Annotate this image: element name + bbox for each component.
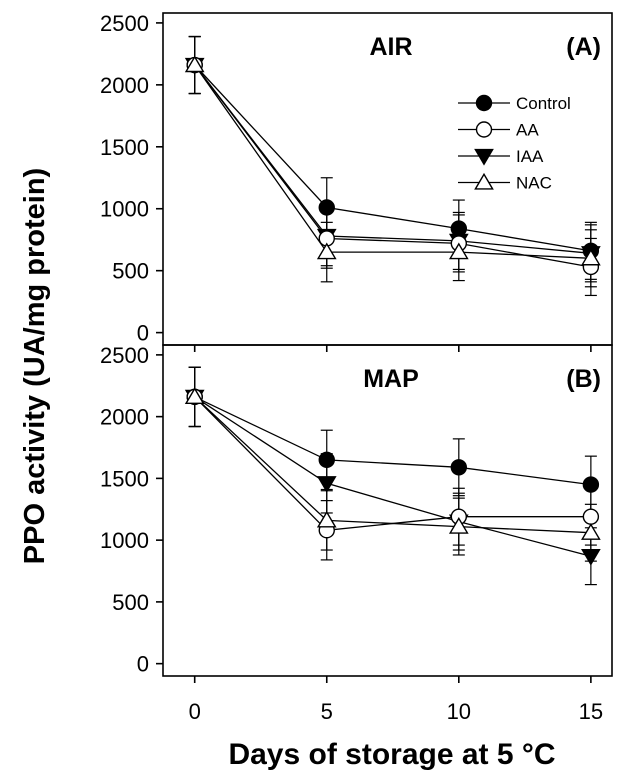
data-point-nac bbox=[316, 510, 337, 528]
plot-layer: 0 500 1000 1500 2000 2500 AIR (A) 0 500 1000 1500 20… bbox=[100, 11, 613, 724]
series-line-control bbox=[194, 396, 591, 486]
x-tick-label: 0 bbox=[189, 699, 201, 724]
data-point-control bbox=[582, 476, 600, 493]
series-line-nac bbox=[194, 396, 591, 534]
series-line-iaa bbox=[194, 396, 592, 557]
y-tick-label: 500 bbox=[112, 590, 149, 615]
panel-label: (B) bbox=[566, 365, 601, 393]
data-point-nac bbox=[184, 55, 205, 73]
y-tick-label: 1000 bbox=[100, 528, 149, 553]
legend-marker-nac bbox=[474, 172, 494, 190]
x-tick-label: 10 bbox=[447, 699, 471, 724]
legend-marker-aa bbox=[475, 121, 493, 138]
panel-b: 0 500 1000 1500 2000 2500 0 5 10 15 MAP (B) bbox=[100, 343, 613, 724]
x-tick-label: 5 bbox=[321, 699, 333, 724]
y-tick-label: 1000 bbox=[100, 197, 149, 222]
y-tick-label: 2500 bbox=[100, 343, 149, 368]
legend-marker-iaa bbox=[474, 148, 494, 166]
data-point-aa bbox=[582, 508, 600, 525]
y-tick-label: 1500 bbox=[100, 135, 149, 160]
y-tick-label: 500 bbox=[112, 259, 149, 284]
series-line-control bbox=[194, 64, 592, 252]
y-tick-label: 1500 bbox=[100, 466, 149, 491]
data-point-control bbox=[318, 451, 335, 469]
legend-label-iaa: IAA bbox=[516, 147, 544, 166]
data-point-nac bbox=[184, 387, 205, 405]
data-point-control bbox=[450, 459, 468, 476]
data-point-control bbox=[318, 199, 335, 216]
y-tick-label: 0 bbox=[137, 321, 149, 346]
legend: Control AA IAA NAC bbox=[458, 94, 571, 193]
plot-frame bbox=[162, 344, 613, 677]
x-axis-label: Days of storage at 5 °C bbox=[228, 738, 555, 771]
series-line-iaa bbox=[194, 64, 591, 254]
y-tick-label: 2500 bbox=[100, 11, 149, 36]
legend-label-control: Control bbox=[516, 94, 571, 113]
panel-label: (A) bbox=[566, 33, 601, 61]
data-point-nac bbox=[581, 248, 601, 266]
legend-label-aa: AA bbox=[516, 121, 539, 140]
y-axis-label: PPO activity (UA/mg protein) bbox=[19, 168, 51, 564]
data-point-iaa bbox=[316, 476, 337, 493]
series-line-nac bbox=[194, 64, 591, 259]
data-point-nac bbox=[448, 242, 469, 260]
legend-label-nac: NAC bbox=[516, 174, 552, 193]
x-tick-label: 15 bbox=[579, 699, 603, 724]
y-tick-label: 0 bbox=[137, 652, 149, 677]
panel-title: MAP bbox=[363, 365, 419, 393]
panel-title: AIR bbox=[369, 33, 412, 61]
data-point-iaa bbox=[581, 549, 601, 566]
data-point-nac bbox=[316, 242, 337, 260]
data-point-nac bbox=[581, 523, 601, 540]
legend-marker-control bbox=[475, 94, 493, 112]
y-tick-label: 2000 bbox=[100, 405, 149, 430]
data-point-nac bbox=[448, 516, 469, 534]
y-tick-label: 2000 bbox=[100, 73, 149, 98]
panel-a: 0 500 1000 1500 2000 2500 AIR (A) bbox=[100, 11, 613, 352]
